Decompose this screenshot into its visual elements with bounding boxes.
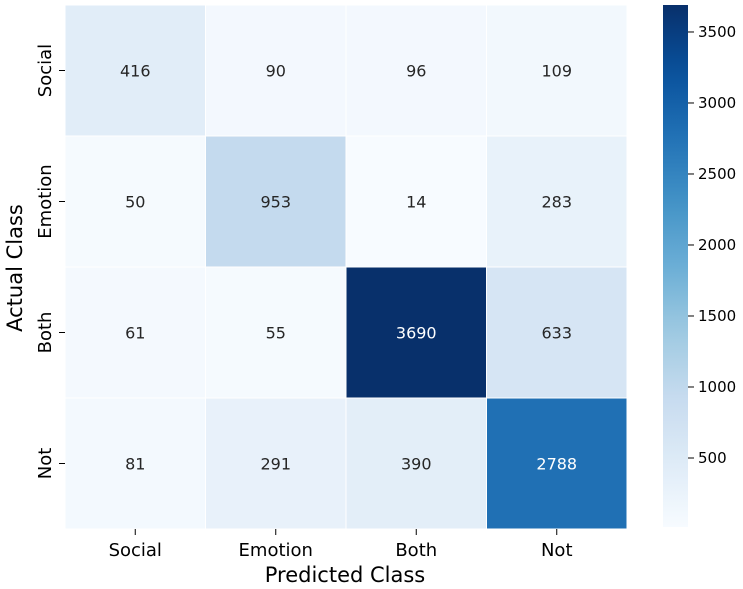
colorbar-tick-label: 1500 bbox=[698, 307, 736, 325]
heatmap-cell bbox=[486, 135, 628, 268]
heatmap-cell bbox=[205, 135, 347, 268]
cell-value-label: 90 bbox=[266, 62, 286, 81]
heatmap-cells: 416 90 96 109 50 953 14 283 61 55 3690 633 81 291 390 2… bbox=[64, 4, 628, 530]
heatmap-cell bbox=[486, 4, 628, 137]
heatmap-cell bbox=[345, 4, 487, 137]
colorbar-tick-label: 500 bbox=[698, 449, 727, 467]
colorbar-gradient bbox=[663, 5, 688, 527]
cell-value-label: 633 bbox=[541, 324, 572, 343]
y-tick-label: Not bbox=[35, 448, 56, 480]
x-tick-label: Not bbox=[541, 540, 573, 561]
colorbar-tick-label: 3500 bbox=[698, 23, 736, 41]
cell-value-label: 61 bbox=[125, 324, 145, 343]
heatmap-cell bbox=[64, 135, 206, 268]
heatmap-cell bbox=[64, 4, 206, 137]
x-tick-label: Emotion bbox=[239, 540, 313, 561]
x-tick-label: Both bbox=[395, 540, 437, 561]
colorbar-tick-label: 2500 bbox=[698, 165, 736, 183]
cell-value-label: 109 bbox=[541, 62, 572, 81]
colorbar: 500 1000 1500 2000 2500 3000 3500 bbox=[663, 5, 736, 527]
heatmap-cell bbox=[345, 397, 487, 530]
cell-value-label: 283 bbox=[541, 193, 572, 212]
y-tick-label: Emotion bbox=[35, 164, 56, 238]
cell-value-label: 96 bbox=[406, 62, 426, 81]
heatmap-cell bbox=[205, 4, 347, 137]
y-axis-title: Actual Class bbox=[3, 204, 27, 332]
cell-value-label: 416 bbox=[120, 62, 151, 81]
colorbar-tick-label: 3000 bbox=[698, 94, 736, 112]
x-axis-title: Predicted Class bbox=[265, 563, 426, 587]
heatmap-cell bbox=[64, 397, 206, 530]
y-tick-label: Social bbox=[35, 44, 56, 97]
cell-value-label: 2788 bbox=[536, 455, 577, 474]
cell-value-label: 390 bbox=[401, 455, 432, 474]
cell-value-label: 55 bbox=[266, 324, 286, 343]
heatmap-cell bbox=[486, 266, 628, 399]
heatmap-cell bbox=[205, 397, 347, 530]
cell-value-label: 291 bbox=[260, 455, 291, 474]
cell-value-label: 3690 bbox=[396, 324, 437, 343]
y-tick-label: Both bbox=[35, 312, 56, 354]
cell-value-label: 50 bbox=[125, 193, 145, 212]
colorbar-tick-label: 1000 bbox=[698, 378, 736, 396]
cell-value-label: 953 bbox=[260, 193, 291, 212]
cell-value-label: 81 bbox=[125, 455, 145, 474]
x-tick-label: Social bbox=[109, 540, 162, 561]
colorbar-tick-label: 2000 bbox=[698, 236, 736, 254]
heatmap-cell bbox=[205, 266, 347, 399]
heatmap-cell bbox=[486, 397, 628, 530]
cell-value-label: 14 bbox=[406, 193, 426, 212]
axis-ticks: Social Emotion Both Not Social Emotion Both Not bbox=[35, 44, 573, 561]
